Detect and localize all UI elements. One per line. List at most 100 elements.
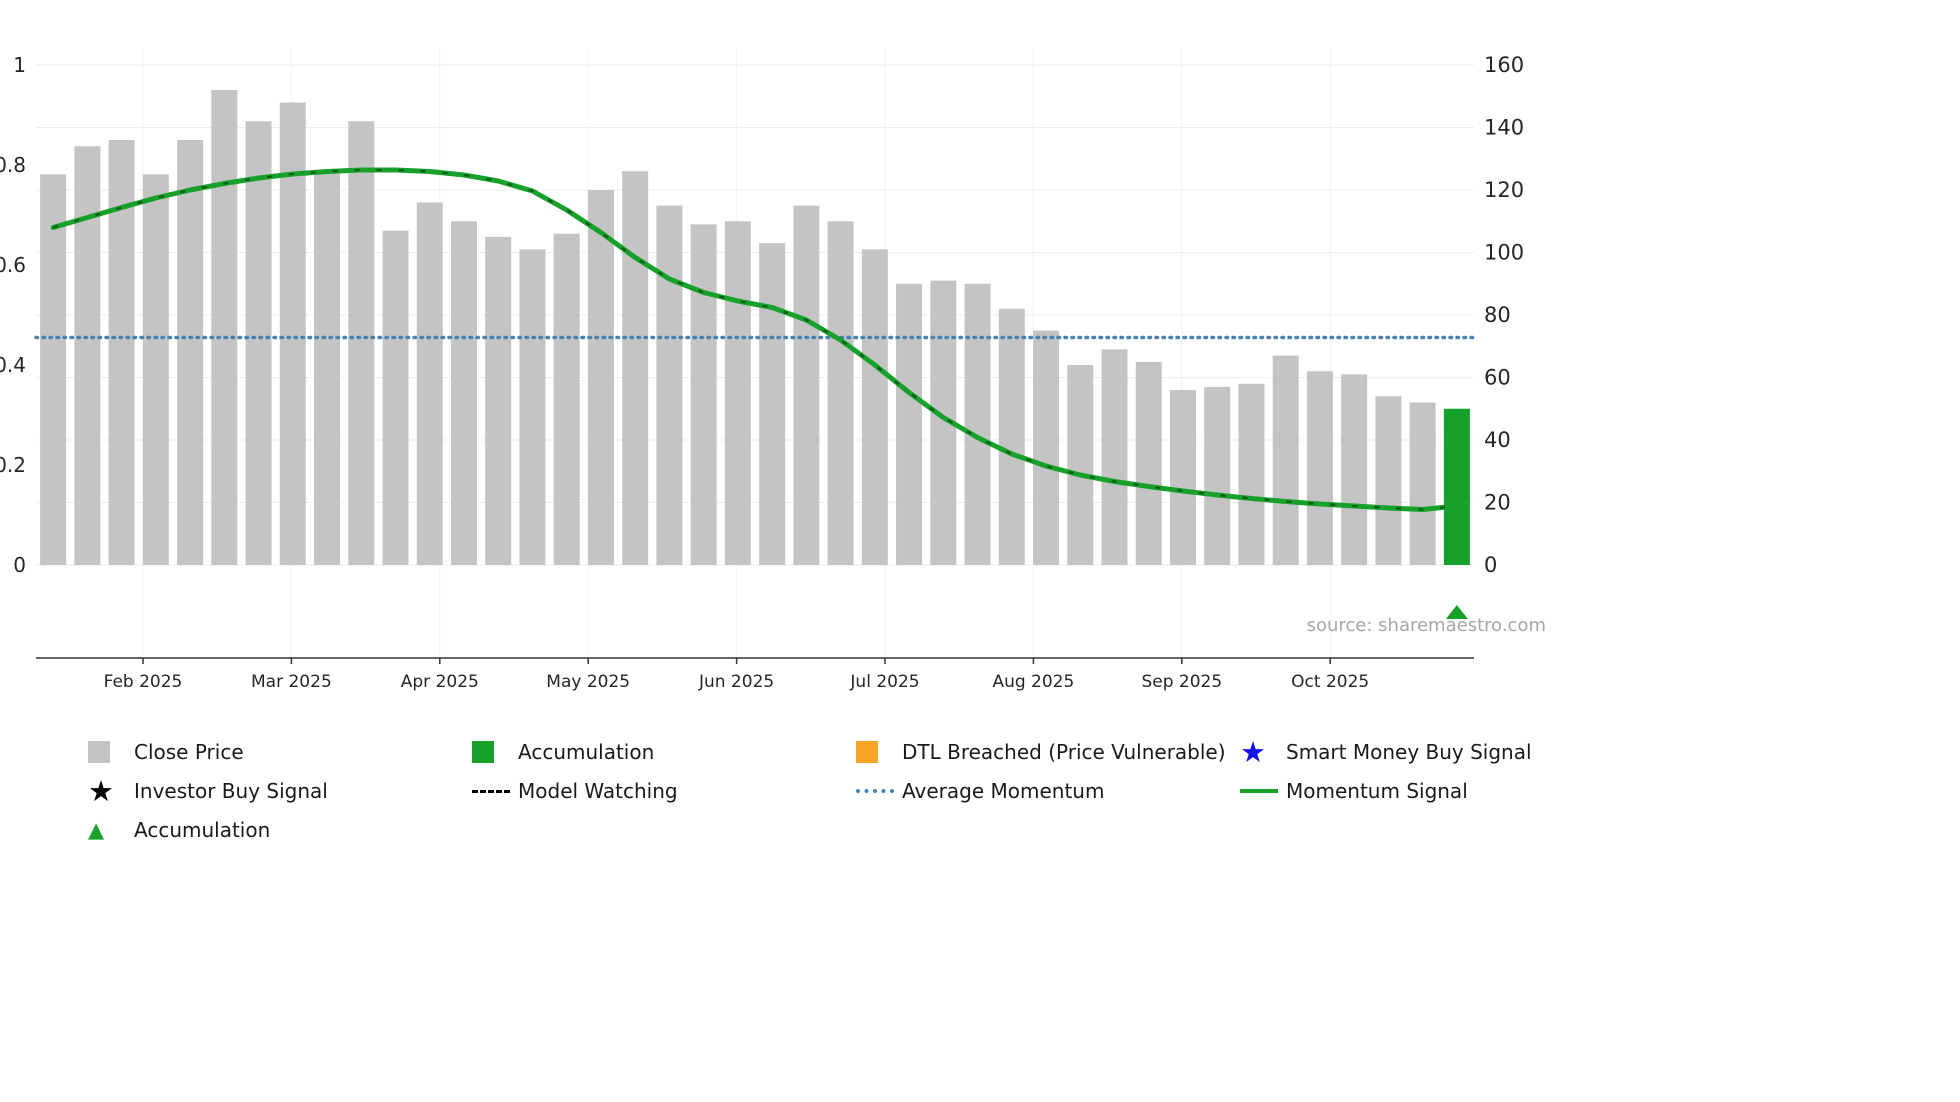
close-price-bar — [1101, 349, 1128, 565]
y-right-tick-label: 120 — [1484, 178, 1524, 202]
y-right-tick-label: 40 — [1484, 428, 1511, 452]
close-price-bar — [553, 233, 580, 565]
black-star-icon: ★ — [88, 774, 114, 808]
close-price-bar — [1306, 371, 1333, 565]
close-price-bar — [177, 140, 204, 565]
y-right-tick-label: 0 — [1484, 553, 1497, 577]
close-price-bar — [416, 202, 443, 565]
green-triangle-icon: ▲ — [88, 818, 105, 842]
close-price-bar — [1272, 355, 1299, 565]
x-axis-label: Feb 2025 — [104, 672, 183, 692]
close-price-bar — [622, 171, 649, 565]
y-right-tick-label: 160 — [1484, 53, 1524, 77]
close-price-bar — [896, 283, 923, 565]
y-left-tick-label: 0.2 — [0, 453, 26, 477]
close-price-bar — [690, 224, 717, 565]
y-left-tick-label: 0.8 — [0, 153, 26, 177]
legend-item-dtl-breached: DTL Breached (Price Vulnerable) — [856, 737, 1240, 767]
x-axis-label: Sep 2025 — [1141, 672, 1222, 692]
y-right-tick-label: 80 — [1484, 303, 1511, 327]
close-price-bar — [587, 190, 614, 565]
x-axis-label: Jul 2025 — [849, 672, 919, 692]
y-right-tick-label: 20 — [1484, 491, 1511, 515]
close-price-bar — [724, 221, 751, 565]
close-price-bar — [1033, 330, 1060, 565]
green-square-icon — [472, 741, 494, 763]
dtl-breached-swatch — [856, 741, 902, 763]
close-price-bar — [656, 205, 683, 565]
close-price-bar — [211, 90, 238, 565]
legend-item-accumulation-marker: ▲ Accumulation — [88, 815, 472, 845]
x-axis-label: May 2025 — [546, 672, 630, 692]
y-right-tick-label: 60 — [1484, 366, 1511, 390]
smart-money-swatch: ★ — [1240, 737, 1286, 767]
x-axis-label: Jun 2025 — [698, 672, 774, 692]
close-price-bar — [485, 236, 512, 565]
legend-label-smart-money: Smart Money Buy Signal — [1286, 740, 1532, 764]
gray-square-icon — [88, 741, 110, 763]
legend-item-smart-money-buy-signal: ★ Smart Money Buy Signal — [1240, 737, 1624, 767]
y-right-tick-label: 100 — [1484, 241, 1524, 265]
x-axis-label: Apr 2025 — [401, 672, 479, 692]
close-price-bar — [519, 249, 546, 565]
accumulation-marker-swatch: ▲ — [88, 815, 134, 845]
x-axis-label: Oct 2025 — [1291, 672, 1369, 692]
close-price-bar — [1169, 390, 1196, 565]
close-price-bar — [998, 308, 1025, 565]
close-price-bar — [1375, 396, 1402, 565]
legend-item-investor-buy-signal: ★ Investor Buy Signal — [88, 776, 472, 806]
legend-label-momentum-signal: Momentum Signal — [1286, 779, 1468, 803]
legend-label-accumulation-marker: Accumulation — [134, 818, 271, 842]
legend-label-accumulation-bar: Accumulation — [518, 740, 655, 764]
close-price-bar — [861, 249, 888, 565]
close-price-bar — [1409, 402, 1436, 565]
close-price-bar — [142, 174, 169, 565]
close-price-swatch — [88, 741, 134, 763]
close-price-bar — [1341, 374, 1368, 565]
close-price-bar — [450, 221, 477, 565]
y-right-tick-label: 140 — [1484, 116, 1524, 140]
source-note: source: sharemaestro.com — [1306, 615, 1546, 636]
momentum-signal-swatch — [1240, 789, 1286, 793]
close-price-bar — [1067, 365, 1094, 565]
close-price-bar — [827, 221, 854, 565]
price-momentum-chart: Feb 2025 Mar 2025 Apr 2025 May 2025 Jun 2025… — [0, 48, 1524, 692]
close-price-bar — [40, 174, 67, 565]
accumulation-bar — [1443, 408, 1470, 565]
legend-item-model-watching: Model Watching — [472, 776, 856, 806]
close-price-bar — [1238, 383, 1265, 565]
legend-label-investor-buy: Investor Buy Signal — [134, 779, 328, 803]
orange-square-icon — [856, 741, 878, 763]
legend-item-accumulation-bar: Accumulation — [472, 737, 856, 767]
y-left-tick-label: 0 — [13, 553, 26, 577]
legend-label-close-price: Close Price — [134, 740, 244, 764]
y-left-tick-label: 1 — [13, 53, 26, 77]
investor-buy-swatch: ★ — [88, 776, 134, 806]
accumulation-swatch — [472, 741, 518, 763]
legend-item-momentum-signal: Momentum Signal — [1240, 776, 1624, 806]
close-price-bar — [1204, 386, 1231, 565]
legend-item-close-price: Close Price — [88, 737, 472, 767]
legend-label-model-watching: Model Watching — [518, 779, 678, 803]
chart-legend: Close Price Accumulation DTL Breached (P… — [88, 737, 1624, 845]
close-price-bar — [348, 121, 375, 565]
legend-label-dtl-breached: DTL Breached (Price Vulnerable) — [902, 740, 1226, 764]
model-watching-swatch — [472, 789, 518, 793]
close-price-bar — [964, 283, 991, 565]
dotted-line-icon — [856, 789, 894, 793]
legend-item-average-momentum: Average Momentum — [856, 776, 1240, 806]
x-axis-label: Mar 2025 — [251, 672, 332, 692]
blue-star-icon: ★ — [1240, 735, 1266, 769]
momentum-signal-line — [50, 167, 1460, 512]
dashed-line-icon — [472, 789, 510, 793]
average-momentum-swatch — [856, 789, 902, 793]
close-price-bar — [1135, 361, 1162, 565]
chart-area: Feb 2025 Mar 2025 Apr 2025 May 2025 Jun 2025… — [0, 48, 1524, 692]
y-left-tick-label: 0.6 — [0, 253, 26, 277]
model-watching-line — [52, 168, 1457, 511]
green-line-icon — [1240, 789, 1278, 793]
close-price-bar — [759, 243, 786, 565]
close-price-bar — [793, 205, 820, 565]
close-price-bar — [245, 121, 272, 565]
close-price-bar — [314, 171, 341, 565]
